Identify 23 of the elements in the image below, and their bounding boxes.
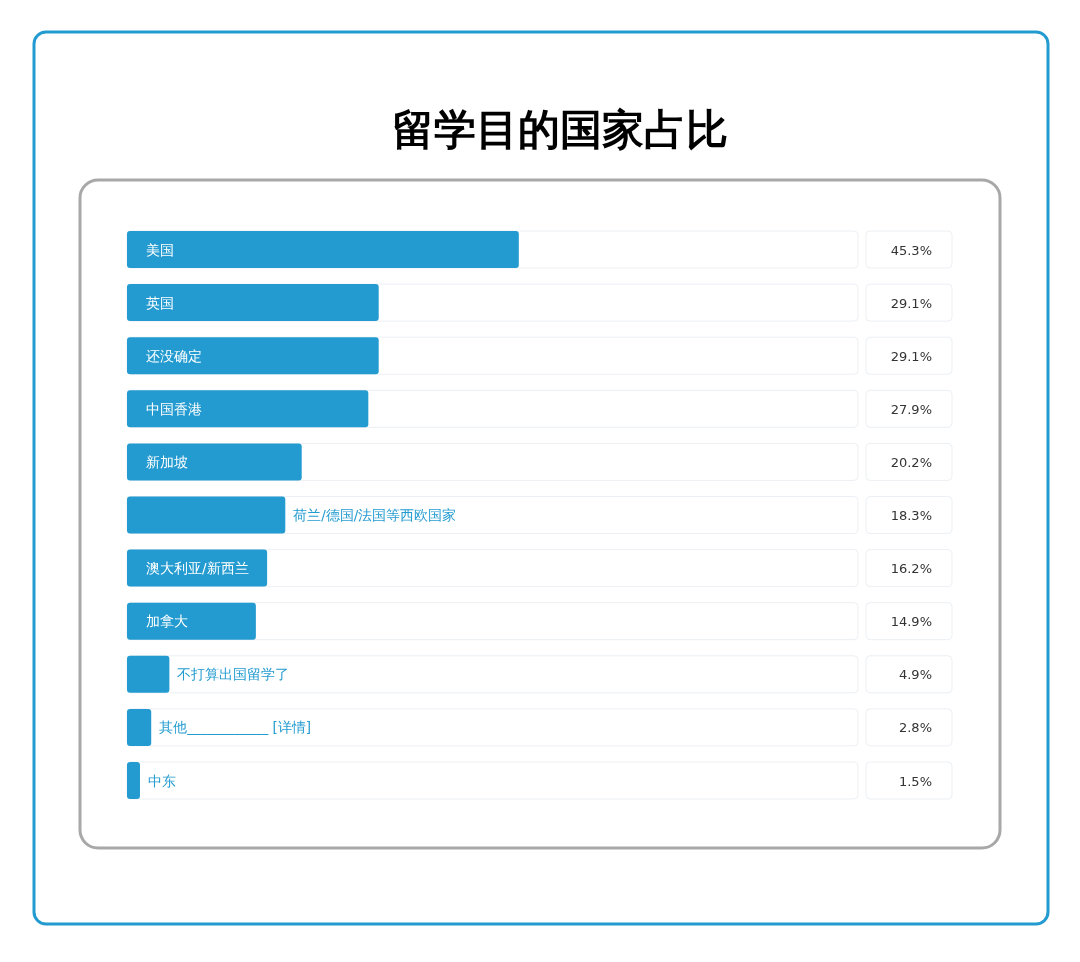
y-tick-label: 荷兰/德国/法国等西欧国家 (293, 507, 457, 523)
y-tick-label: 加拿大 (146, 613, 188, 630)
y-tick-label: 美国 (146, 241, 174, 258)
y-tick-label: 还没确定 (146, 347, 202, 364)
data-label: 20.2% (890, 454, 932, 470)
data-label: 2.8% (898, 720, 932, 736)
y-tick-label: 中东 (147, 772, 176, 789)
data-label: 29.1% (890, 295, 932, 311)
data-label: 45.3% (890, 242, 932, 258)
data-label: 27.9% (890, 401, 932, 417)
y-tick-label: 新加坡 (146, 453, 188, 470)
data-label: 1.5% (898, 773, 932, 789)
data-label: 18.3% (890, 508, 932, 523)
data-label: 4.9% (898, 667, 932, 683)
y-tick-label: 其他____________ [详情] (159, 719, 312, 736)
y-tick-label: 澳大利亚/新西兰 (146, 560, 249, 577)
title: 留学目的国家占比 (392, 105, 728, 154)
y-tick-label: 不打算出国留学了 (177, 666, 290, 683)
data-label: 29.1% (890, 348, 932, 364)
y-tick-label: 中国香港 (146, 400, 202, 417)
data-label: 14.9% (890, 614, 932, 630)
data-label: 16.2% (890, 561, 932, 577)
y-tick-label: 英国 (146, 294, 174, 311)
